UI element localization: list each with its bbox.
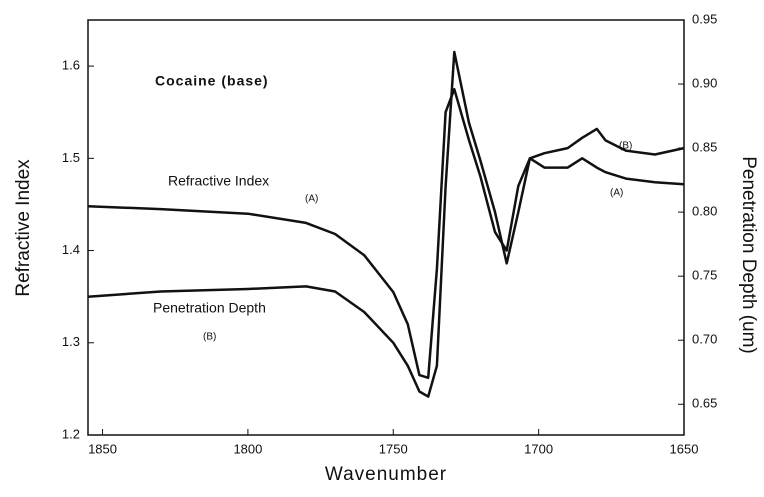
y-axis-label: Refractive Index — [13, 159, 34, 297]
series-line — [87, 87, 685, 380]
y2-axis-label: Penetration Depth (um) — [738, 156, 759, 354]
x-tick-label: 1800 — [233, 441, 262, 456]
y-tick-label: 1.6 — [62, 58, 80, 73]
x-tick-label: 1850 — [88, 441, 117, 456]
y2-tick-label: 0.70 — [692, 332, 717, 347]
annotation: (B) — [203, 332, 216, 343]
x-tick-label: 1750 — [379, 441, 408, 456]
y-tick-label: 1.2 — [62, 426, 80, 441]
y2-tick-label: 0.80 — [692, 204, 717, 219]
annotation: (A) — [305, 194, 318, 205]
x-tick-label: 1700 — [524, 441, 553, 456]
y2-tick-label: 0.65 — [692, 396, 717, 411]
series-line — [87, 50, 685, 398]
x-axis-label: Wavenumber — [325, 464, 447, 485]
x-tick-label: 1650 — [670, 441, 699, 456]
annotation: (A) — [610, 188, 623, 199]
y2-tick-label: 0.90 — [692, 75, 717, 90]
y-tick-label: 1.4 — [62, 242, 80, 257]
y2-tick-label: 0.85 — [692, 140, 717, 155]
y2-tick-label: 0.95 — [692, 11, 717, 26]
y2-tick-label: 0.75 — [692, 268, 717, 283]
annotation: Penetration Depth — [153, 300, 266, 316]
plot-frame — [87, 19, 685, 436]
y-tick-label: 1.5 — [62, 150, 80, 165]
y-tick-label: 1.3 — [62, 334, 80, 349]
annotation: Refractive Index — [168, 173, 269, 189]
annotation: Cocaine (base) — [155, 73, 269, 89]
annotation: (B) — [619, 141, 632, 152]
